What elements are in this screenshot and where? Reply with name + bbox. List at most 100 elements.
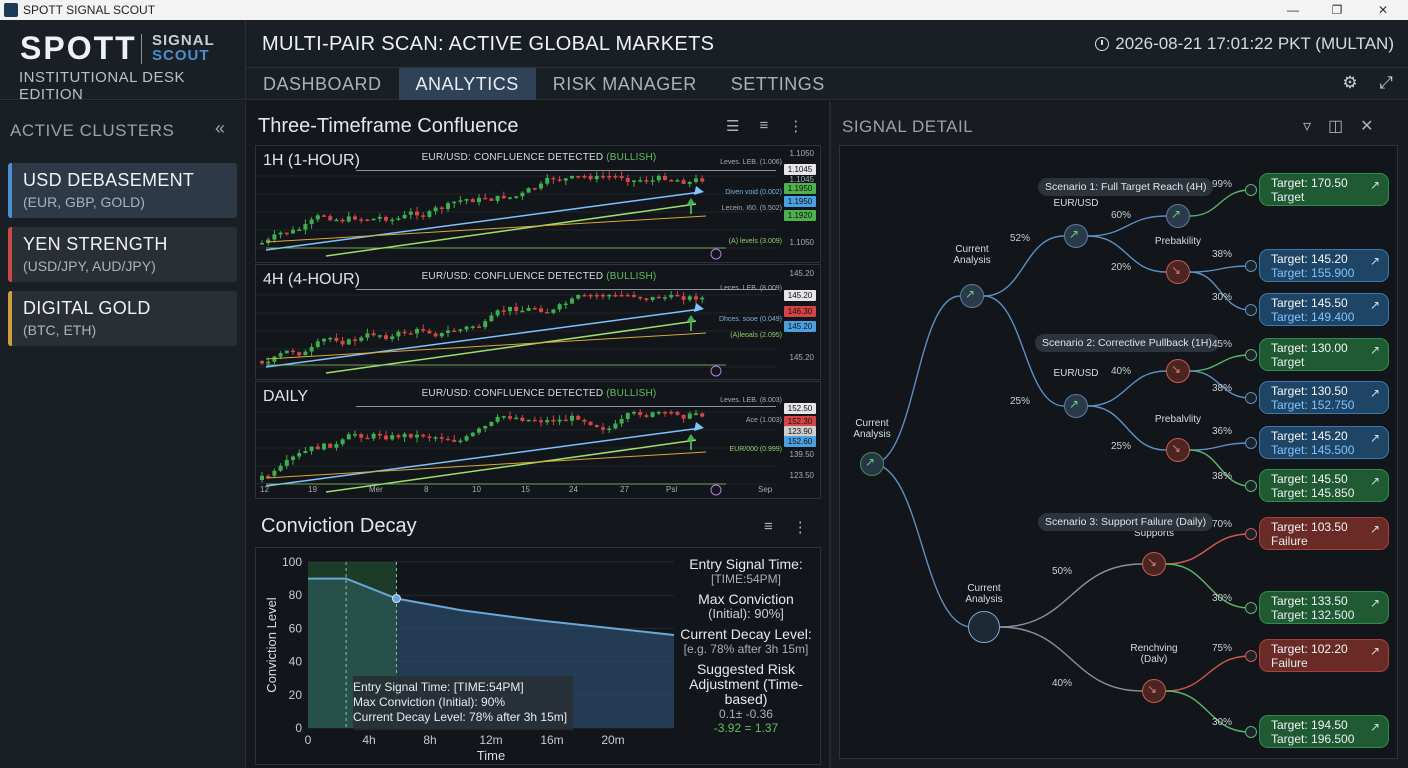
candle-body (495, 416, 500, 422)
node-renchving[interactable]: ↘ (1142, 679, 1166, 703)
probability-label: 30% (1212, 593, 1233, 604)
candle-body (421, 329, 426, 331)
node-scenario2-branch[interactable]: ↘ (1166, 359, 1190, 383)
target-price: Target: 130.00 (1271, 341, 1348, 355)
fullscreen-icon[interactable]: ⤢ (1379, 73, 1393, 92)
probability-label: 50% (1052, 566, 1073, 577)
target-price: Target: 130.50 (1271, 384, 1348, 398)
node-supports[interactable]: ↘ (1142, 552, 1166, 576)
candle-body (508, 306, 512, 312)
cluster-usd-debasement[interactable]: USD DEBASEMENT (EUR, GBP, GOLD) (8, 163, 237, 218)
candle-body (402, 433, 407, 438)
leaf-node-icon[interactable] (1245, 184, 1257, 196)
node-scenario1-branch[interactable]: ↗ (1166, 204, 1190, 228)
target-card[interactable]: Target: 102.20 Failure ↗ (1259, 639, 1389, 672)
candle-body (570, 176, 574, 179)
cluster-yen-strength[interactable]: YEN STRENGTH (USD/JPY, AUD/JPY) (8, 227, 237, 282)
candle-body (427, 211, 432, 217)
tab-settings[interactable]: SETTINGS (730, 74, 825, 94)
candle-body (284, 350, 289, 354)
node-probability-2[interactable]: ↘ (1166, 438, 1190, 462)
leaf-node-icon[interactable] (1245, 437, 1257, 449)
candle-body (675, 180, 680, 182)
candle-body (582, 419, 587, 422)
target-card[interactable]: Target: 194.50 Target: 196.500 ↗ (1259, 715, 1389, 748)
candle-body (291, 456, 295, 460)
tf-label: 1H (1-HOUR) (263, 152, 360, 169)
risk-adjustment-info: Suggested Risk Adjustment (Time-based) 0… (671, 662, 821, 736)
leaf-node-icon[interactable] (1245, 480, 1257, 492)
target-subtext: Target: 152.750 (1271, 398, 1355, 412)
leaf-node-icon[interactable] (1245, 726, 1257, 738)
target-card[interactable]: Target: 145.20 Target: 155.900 ↗ (1259, 249, 1389, 282)
target-card[interactable]: Target: 145.50 Target: 145.850 ↗ (1259, 469, 1389, 502)
node-current-analysis-root[interactable]: ↗ (860, 452, 884, 476)
leaf-node-icon[interactable] (1245, 650, 1257, 662)
node-current-analysis-top[interactable]: ↗ (960, 284, 984, 308)
candle-body (359, 434, 364, 438)
candle-body (371, 333, 376, 336)
close-panel-icon[interactable]: ✕ (1360, 118, 1374, 135)
target-card[interactable]: Target: 145.20 Target: 145.500 ↗ (1259, 426, 1389, 459)
minimize-icon[interactable]: — (1287, 3, 1299, 17)
scenario-tree[interactable]: Target: 170.50 Target ↗ Target: 145.20 Targe… (839, 145, 1398, 759)
tab-dashboard[interactable]: DASHBOARD (263, 74, 382, 94)
node-probability-1[interactable]: ↘ (1166, 260, 1190, 284)
tf-panel-4h[interactable]: 4H (4-HOUR) EUR/USD: CONFLUENCE DETECTED… (255, 264, 821, 380)
price-label: 1.1045 (789, 175, 814, 184)
collapse-sidebar-icon[interactable]: « (215, 118, 226, 138)
leaf-node-icon[interactable] (1245, 260, 1257, 272)
filter-lines-icon[interactable]: ☰ (726, 118, 740, 135)
target-card[interactable]: Target: 103.50 Failure ↗ (1259, 517, 1389, 550)
cluster-members: (USD/JPY, AUD/JPY) (23, 258, 156, 274)
more-vert-icon[interactable]: ⋮ (792, 519, 808, 536)
list-icon[interactable]: ≡ (759, 117, 769, 134)
candle-body (483, 425, 488, 429)
candle-body (700, 178, 705, 182)
node-label: EUR/USD (1053, 368, 1099, 379)
node-current-analysis-bottom[interactable] (968, 611, 1000, 643)
list-icon[interactable]: ≡ (764, 518, 773, 535)
filter-icon[interactable]: ▿ (1303, 118, 1312, 135)
price-tag: 1.1045 (784, 164, 816, 175)
close-icon[interactable]: ✕ (1377, 3, 1389, 17)
leaf-node-icon[interactable] (1245, 304, 1257, 316)
target-card[interactable]: Target: 130.00 Target ↗ (1259, 338, 1389, 371)
leaf-node-icon[interactable] (1245, 528, 1257, 540)
tree-edge (1087, 370, 1167, 407)
probability-label: 75% (1212, 643, 1233, 654)
cluster-digital-gold[interactable]: DIGITAL GOLD (BTC, ETH) (8, 291, 237, 346)
leaf-node-icon[interactable] (1245, 392, 1257, 404)
candle-body (359, 219, 364, 221)
tab-analytics[interactable]: ANALYTICS (398, 68, 536, 100)
tf-panel-1h[interactable]: 1H (1-HOUR) EUR/USD: CONFLUENCE DETECTED… (255, 145, 821, 263)
trend-up-icon: ↗ (965, 287, 976, 301)
node-eurusd-2[interactable]: ↗ (1064, 394, 1088, 418)
target-card[interactable]: Target: 145.50 Target: 149.400 ↗ (1259, 293, 1389, 326)
probability-label: 25% (1010, 396, 1031, 407)
scenario-tree-nodes: Target: 170.50 Target ↗ Target: 145.20 Targe… (840, 146, 1399, 760)
leaf-node-icon[interactable] (1245, 349, 1257, 361)
candle-body (663, 176, 667, 181)
trend-up-icon: ↗ (865, 455, 876, 469)
decay-chart-panel[interactable]: 0 20 40 60 80 100 0 4h 8h 12m 16m 20m Conviction Lev… (255, 547, 821, 765)
candle-body (539, 308, 543, 312)
tf-panel-daily[interactable]: DAILY EUR/USD: CONFLUENCE DETECTED (BULL… (255, 381, 821, 499)
target-card[interactable]: Target: 133.50 Target: 132.500 ↗ (1259, 591, 1389, 624)
candle-body (594, 425, 599, 428)
candle-body (588, 295, 593, 297)
x-tick-label: Mer (369, 485, 383, 494)
candle-body (334, 219, 339, 222)
more-vert-icon[interactable]: ⋮ (788, 118, 804, 135)
node-eurusd-1[interactable]: ↗ (1064, 224, 1088, 248)
candle-body (501, 310, 506, 312)
gear-icon[interactable]: ⚙ (1342, 73, 1358, 92)
leaf-node-icon[interactable] (1245, 602, 1257, 614)
maximize-icon[interactable]: ❐ (1331, 3, 1343, 17)
x-tick-label: 19 (308, 485, 317, 494)
target-card[interactable]: Target: 170.50 Target ↗ (1259, 173, 1389, 206)
tab-risk-manager[interactable]: RISK MANAGER (552, 74, 697, 94)
x-tick-label: 27 (620, 485, 629, 494)
expand-icon[interactable]: ◫ (1328, 118, 1344, 135)
target-card[interactable]: Target: 130.50 Target: 152.750 ↗ (1259, 381, 1389, 414)
